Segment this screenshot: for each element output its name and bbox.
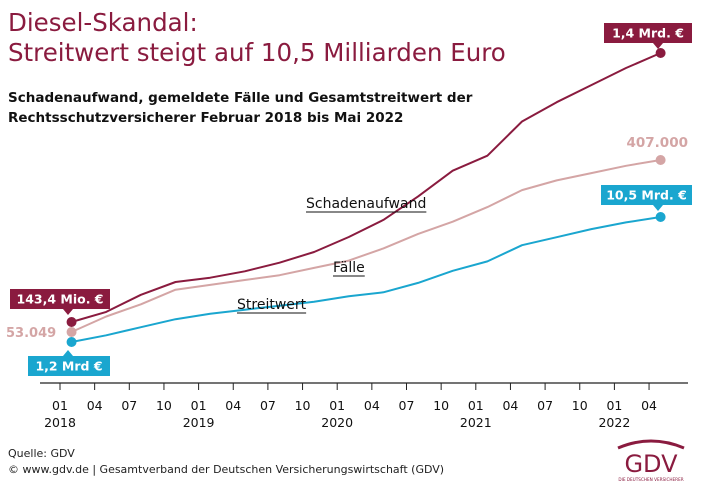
x-year-label: 2022 (598, 415, 630, 430)
x-tick-label: 04 (641, 398, 657, 413)
gdv-logo: GDV DIE DEUTSCHEN VERSICHERER (617, 439, 685, 482)
series-name-streitwert: Streitwert (237, 297, 307, 313)
x-tick-label: 10 (572, 398, 588, 413)
series-end-point (655, 212, 666, 222)
x-tick-label: 04 (225, 398, 241, 413)
subtitle-line-1: Schadenaufwand, gemeldete Fälle und Gesa… (8, 90, 473, 106)
logo-arc (617, 439, 685, 450)
title-line-2: Streitwert steigt auf 10,5 Milliarden Eu… (8, 38, 506, 67)
streitwert-end-box (601, 185, 692, 205)
x-year-label: 2019 (183, 415, 215, 430)
schadenaufwand-end-pointer (653, 43, 663, 49)
streitwert-start-pointer (63, 350, 73, 356)
source-line-2: © www.gdv.de | Gesamtverband der Deutsch… (8, 463, 445, 476)
x-tick-label: 10 (295, 398, 311, 413)
schadenaufwand-end-label: 1,4 Mrd. € (612, 26, 684, 41)
x-year-label: 2021 (460, 415, 492, 430)
series-start-point (66, 317, 77, 327)
logo-text: GDV (624, 450, 678, 478)
series-end-point (655, 48, 666, 58)
x-tick-label: 10 (433, 398, 449, 413)
source-line-1: Quelle: GDV (8, 447, 75, 460)
x-tick-label: 04 (502, 398, 518, 413)
x-tick-label: 07 (121, 398, 137, 413)
streitwert-end-pointer (653, 205, 663, 211)
x-tick-label: 07 (399, 398, 415, 413)
title-line-1: Diesel-Skandal: (8, 8, 198, 37)
subtitle-line-2: Rechtsschutzversicherer Februar 2018 bis… (8, 110, 404, 126)
x-tick-label: 01 (329, 398, 345, 413)
logo-tagline: DIE DEUTSCHEN VERSICHERER (618, 477, 683, 482)
x-tick-label: 10 (156, 398, 172, 413)
streitwert-end-label: 10,5 Mrd. € (606, 188, 687, 203)
series-end-point (655, 155, 666, 165)
x-tick-label: 01 (52, 398, 68, 413)
source-note: Quelle: GDV © www.gdv.de | Gesamtverband… (8, 446, 444, 478)
series-name-schadenaufwand: Schadenaufwand (306, 196, 426, 212)
x-tick-label: 01 (606, 398, 622, 413)
x-tick-label: 01 (191, 398, 207, 413)
x-tick-label: 07 (537, 398, 553, 413)
schadenaufwand-start-box (10, 289, 110, 309)
streitwert-start-box (28, 356, 110, 376)
x-tick-label: 04 (364, 398, 380, 413)
series-start-point (66, 337, 77, 347)
x-tick-label: 04 (87, 398, 103, 413)
faelle-end-label: 407.000 (627, 135, 689, 151)
chart-title: Diesel-Skandal: Streitwert steigt auf 10… (8, 8, 506, 68)
series-line-faelle (71, 159, 661, 333)
schadenaufwand-start-pointer (63, 309, 73, 315)
x-tick-label: 01 (468, 398, 484, 413)
series-line-streitwert (71, 216, 661, 343)
streitwert-start-label: 1,2 Mrd € (35, 359, 102, 374)
x-year-label: 2018 (44, 415, 76, 430)
series-line-schadenaufwand (71, 52, 661, 323)
x-year-label: 2020 (321, 415, 353, 430)
series-start-point (66, 327, 77, 337)
series-name-faelle: Fälle (333, 260, 365, 276)
chart-subtitle: Schadenaufwand, gemeldete Fälle und Gesa… (8, 88, 472, 128)
x-tick-label: 07 (260, 398, 276, 413)
schadenaufwand-end-box (604, 23, 692, 43)
faelle-start-label: 53.049 (6, 326, 56, 341)
schadenaufwand-start-label: 143,4 Mio. € (17, 292, 104, 307)
